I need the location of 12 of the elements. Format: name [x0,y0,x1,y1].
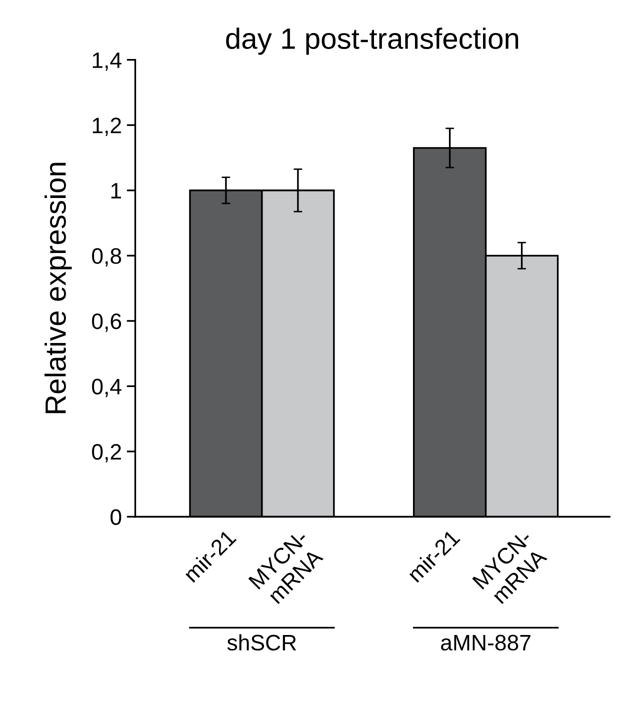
y-tick-label: 0,6 [92,313,122,332]
y-tick-label: 1 [111,183,121,198]
chart-title: day 1 post-transfection [226,28,518,55]
y-tick-label: 0,2 [92,444,121,462]
text: aMN-887 [441,634,530,651]
text: shSCR [227,634,296,651]
y-tick-label: 1,2 [92,118,121,136]
y-tick-label: 1,4 [92,52,122,71]
y-tick-label: 0 [110,509,122,526]
y-tick-label: 0,8 [92,248,122,267]
y-axis-title: Relative expression [44,162,72,414]
y-tick-label: 0,4 [92,378,122,398]
